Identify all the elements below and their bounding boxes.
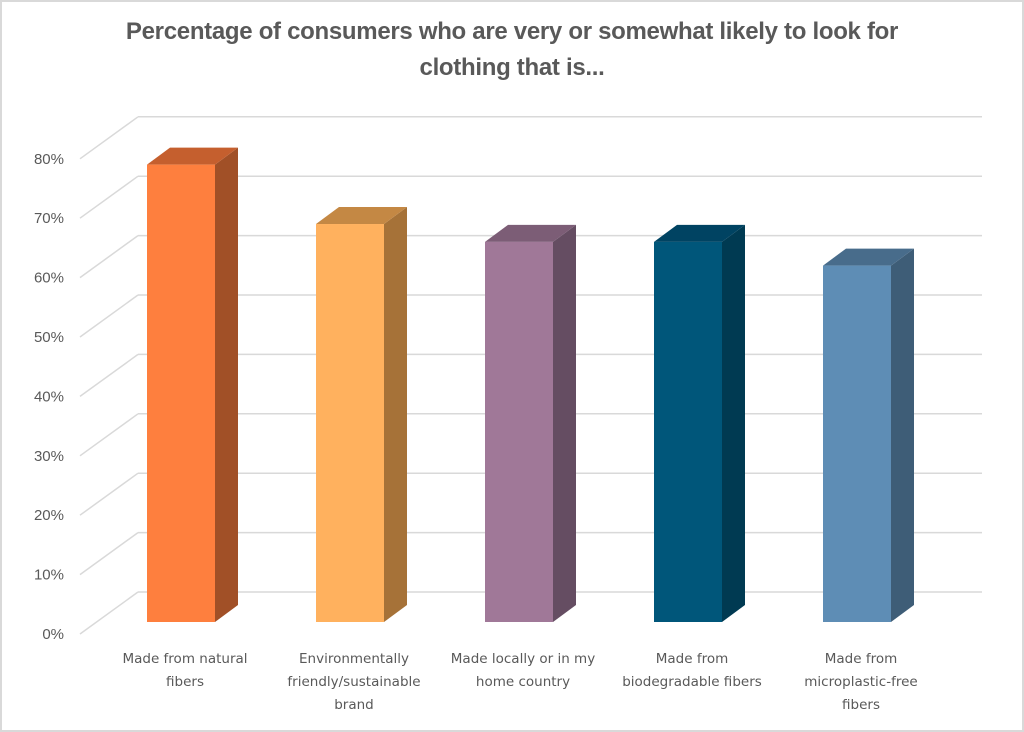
x-axis-label-line: friendly/sustainable [287,674,421,690]
y-tick-label: 50% [34,329,64,346]
gridline-floor-20 [79,472,139,516]
gridline-floor-70 [79,175,139,219]
x-axis-label: Made from biodegradable fibers [607,648,777,694]
bar-front-face [147,164,215,622]
x-axis-label: Environmentally friendly/sustainable brand [269,648,439,717]
bar-front-face [316,224,384,622]
x-axis-label-line: Made from [824,651,898,667]
gridline-floor-0 [79,591,139,635]
x-axis-label-line: Made from natural [122,651,248,667]
chart-title: Percentage of consumers who are very or … [0,14,1024,86]
bar-4 [654,224,745,622]
bar-front-face [485,241,553,622]
bar-side-face [384,207,407,622]
chart-title-line-2: clothing that is... [419,54,605,81]
bar-side-face [215,147,238,622]
gridline-floor-60 [79,234,139,279]
bar-top-face [823,248,914,266]
y-tick-label: 60% [34,270,64,287]
y-axis-tick-labels: 0% 10% 20% 30% 40% 50% 60% 70% 80% [34,151,64,643]
x-axis-label: Made locally or in my home country [438,648,608,694]
gridline-floor-40 [79,353,139,398]
bar-3 [485,224,576,622]
y-tick-label: 20% [34,507,64,524]
y-tick-label: 30% [34,448,64,465]
y-tick-label: 70% [34,210,64,227]
x-axis-label-line: home country [475,674,571,690]
bar-top-face [485,224,576,242]
x-axis-label-line: Environmentally [299,651,409,667]
gridline-floor-10 [79,531,139,576]
x-axis-label-line: biodegradable fibers [622,674,762,690]
bar-front-face [823,265,891,622]
chart-title-line-1: Percentage of consumers who are very or … [125,18,899,45]
bar-top-face [147,147,238,165]
bar-1 [147,147,238,622]
gridline-floor-80 [79,116,139,160]
gridline-floor-50 [79,294,139,338]
x-axis-label-line: fibers [166,674,204,690]
x-axis-label-line: microplastic-free [804,674,918,690]
bar-5 [823,248,914,622]
y-tick-label: 40% [34,388,64,405]
bar-top-face [316,207,407,225]
x-axis-label-line: brand [334,697,374,713]
bar-side-face [722,224,745,622]
y-tick-label: 10% [34,567,64,584]
bar-2 [316,207,407,622]
bar-top-face [654,224,745,242]
gridline-floor-30 [79,413,139,457]
bar-side-face [553,224,576,622]
x-axis-label: Made from microplastic-free fibers [776,648,946,717]
y-tick-label: 0% [42,626,64,643]
y-tick-label: 80% [34,151,64,168]
bar-front-face [654,241,722,622]
x-axis-label: Made from natural fibers [100,648,270,694]
x-axis-label-line: Made locally or in my [450,651,596,667]
x-axis-label-line: Made from [655,651,729,667]
bar-side-face [891,248,914,622]
x-axis-label-line: fibers [842,697,880,713]
bars [147,147,914,622]
